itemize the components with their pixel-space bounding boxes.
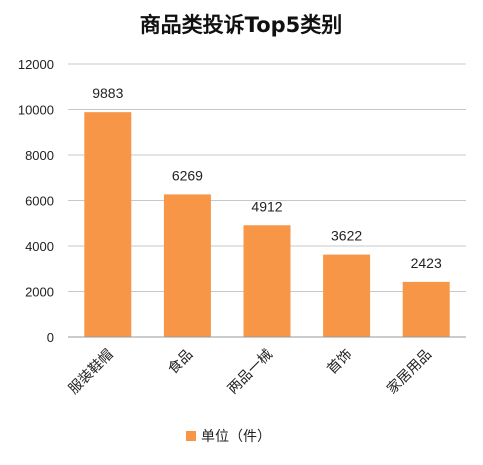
data-label: 9883 <box>92 85 123 101</box>
x-category-label: 两品一械 <box>225 347 276 398</box>
y-tick-label: 0 <box>47 330 54 345</box>
chart-title: 商品类投诉Top5类别 <box>140 13 343 37</box>
y-axis-tick-labels: 0 2000 4000 6000 8000 10000 12000 <box>18 57 54 345</box>
y-tick-label: 2000 <box>25 285 54 300</box>
data-label: 4912 <box>251 198 282 214</box>
y-tick-label: 8000 <box>25 148 54 163</box>
data-label: 3622 <box>331 228 362 244</box>
data-labels: 9883 6269 4912 3622 2423 <box>92 85 442 271</box>
legend-swatch <box>186 431 196 441</box>
legend-label: 单位（件） <box>201 429 271 445</box>
y-tick-label: 10000 <box>18 103 54 118</box>
bar <box>402 281 450 337</box>
data-label: 2423 <box>411 255 442 271</box>
legend: 单位（件） <box>186 429 271 445</box>
x-category-label: 服装鞋帽 <box>66 347 117 398</box>
bars <box>84 112 450 338</box>
y-tick-label: 6000 <box>25 194 54 209</box>
x-category-label: 家居用品 <box>383 346 435 398</box>
x-axis-category-labels: 服装鞋帽 食品 两品一械 首饰 家居用品 <box>66 346 435 398</box>
bar <box>163 194 211 337</box>
y-tick-label: 4000 <box>25 239 54 254</box>
x-category-label: 食品 <box>164 346 196 378</box>
data-label: 6269 <box>172 167 203 183</box>
bar <box>84 112 132 338</box>
y-tick-label: 12000 <box>18 57 54 72</box>
bar <box>243 225 291 337</box>
gridlines <box>68 63 466 292</box>
bar <box>323 254 371 337</box>
x-category-label: 首饰 <box>324 347 355 378</box>
